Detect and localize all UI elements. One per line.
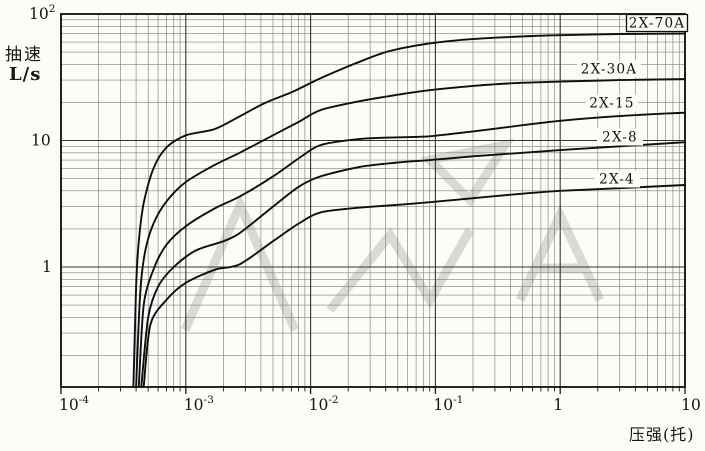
y-axis-unit: L/s (9, 64, 42, 85)
x-tick-labels: 10-4 10-3 10-2 10-1 1 10 (59, 394, 701, 414)
speed-curves (132, 32, 686, 388)
svg-text:10-1: 10-1 (433, 394, 463, 414)
curve-2X-70A (132, 32, 686, 388)
curve-label: 2X-8 (602, 130, 638, 146)
curve-label-mask (597, 128, 643, 146)
svg-text:10-3: 10-3 (184, 394, 214, 414)
curve-label: 2X-4 (599, 172, 635, 188)
x-axis-title: 压强(托) (629, 425, 695, 444)
y-axis-title: 抽速 (5, 45, 43, 65)
svg-text:1: 1 (42, 258, 52, 276)
curve-label-mask (594, 170, 640, 188)
svg-text:10-2: 10-2 (309, 394, 339, 414)
watermark (180, 138, 605, 332)
x-axis-ticks (60, 387, 686, 394)
curve-label-mask (577, 60, 641, 78)
curve-2X-4 (142, 184, 686, 388)
svg-text:1: 1 (553, 396, 563, 414)
curve-label: 2X-70A (629, 16, 685, 32)
curve-2X-15 (137, 111, 686, 388)
curve-label: 2X-30A (581, 62, 637, 78)
svg-text:10: 10 (681, 396, 701, 414)
plot-border (60, 13, 686, 388)
y-tick-labels: 102 10 1 (29, 3, 55, 276)
curve-2X-30A (135, 78, 686, 388)
curve-2X-8 (140, 141, 686, 388)
svg-text:10: 10 (31, 132, 51, 150)
svg-text:10-4: 10-4 (59, 394, 89, 414)
curve-label: 2X-15 (589, 96, 634, 112)
svg-text:102: 102 (29, 3, 55, 23)
curve-label-mask (586, 94, 638, 112)
curve-label-box (625, 13, 689, 33)
minor-gridlines (61, 14, 685, 387)
